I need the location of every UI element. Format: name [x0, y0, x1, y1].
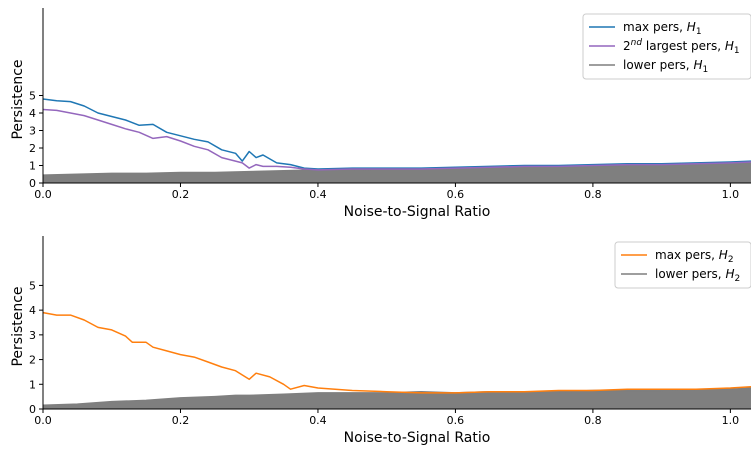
series-lower-line	[42, 387, 751, 407]
legend-label-part: largest pers,	[642, 39, 725, 53]
legend-label-max: max pers, H1	[623, 20, 702, 37]
legend-label-part: 2	[623, 39, 631, 53]
chart-panel-1: 0.0 0.2 0.4 0.6 0.8 1.0 0 1 2 3 4 5 Noise-to-Signal …	[10, 8, 751, 220]
y-tick-label: 4	[29, 304, 36, 317]
y-tick-label: 4	[29, 107, 36, 120]
y-tick-label: 2	[29, 354, 36, 367]
y-tick-label: 0	[29, 177, 36, 190]
legend-label-part: H	[725, 267, 734, 281]
y-axis-title: Persistence	[10, 286, 26, 366]
x-tick-label: 0.8	[584, 414, 602, 427]
series-max-line	[42, 98, 751, 170]
y-tick-label: 1	[29, 160, 36, 173]
legend-frame	[582, 13, 751, 80]
series-lower-band	[43, 388, 751, 409]
series-second-line	[42, 108, 751, 171]
x-tick-label: 0.0	[34, 414, 52, 427]
legend-label-part: 2	[728, 255, 734, 265]
y-tick-label: 3	[29, 125, 36, 138]
legend-label-second: 2nd largest pers, H1	[623, 38, 740, 56]
legend-label-part: 1	[696, 27, 702, 37]
y-tick-label: 5	[29, 279, 36, 292]
x-tick-label: 0.0	[34, 188, 52, 201]
legend-label-part: lower pers,	[623, 58, 693, 72]
x-axis-title: Noise-to-Signal Ratio	[344, 204, 491, 220]
chart-panel-2: 0.0 0.2 0.4 0.6 0.8 1.0 0 1 2 3 4 5 Noise-to-Signal …	[10, 236, 751, 446]
legend-label-part: 1	[734, 46, 740, 56]
y-axis-title: Persistence	[10, 59, 26, 139]
y-tick-label: 5	[29, 90, 36, 103]
x-tick-label: 0.6	[447, 188, 465, 201]
x-tick-label: 0.2	[172, 414, 190, 427]
x-tick-label: 0.2	[172, 188, 190, 201]
x-tick-label: 0.4	[309, 414, 327, 427]
x-tick-label: 0.8	[584, 188, 602, 201]
legend-label-part: lower pers,	[655, 267, 725, 281]
legend-label-part: max pers,	[655, 248, 719, 262]
x-axis-title: Noise-to-Signal Ratio	[344, 430, 491, 446]
legend-frame	[614, 241, 751, 289]
x-tick-label: 0.6	[447, 414, 465, 427]
legend-label-part: H	[687, 20, 696, 34]
legend-label-part: H	[719, 248, 728, 262]
legend-label-max: max pers, H2	[655, 248, 734, 265]
legend-label-lower: lower pers, H1	[623, 58, 708, 75]
legend-label-part: nd	[631, 38, 643, 48]
y-tick-label: 0	[29, 403, 36, 416]
legend-label-part: 1	[702, 65, 708, 75]
series-lower-band	[43, 162, 751, 183]
legend-label-part: H	[693, 58, 702, 72]
legend-label-part: 2	[734, 274, 740, 284]
y-tick-label: 2	[29, 142, 36, 155]
x-tick-label: 1.0	[722, 414, 740, 427]
legend-label-part: max pers,	[623, 20, 687, 34]
y-tick-label: 1	[29, 378, 36, 391]
x-tick-label: 0.4	[309, 188, 327, 201]
series-max-line	[42, 311, 751, 394]
legend-label-lower: lower pers, H2	[655, 267, 740, 284]
x-tick-label: 1.0	[722, 188, 740, 201]
y-tick-label: 3	[29, 329, 36, 342]
legend-label-part: H	[725, 39, 734, 53]
